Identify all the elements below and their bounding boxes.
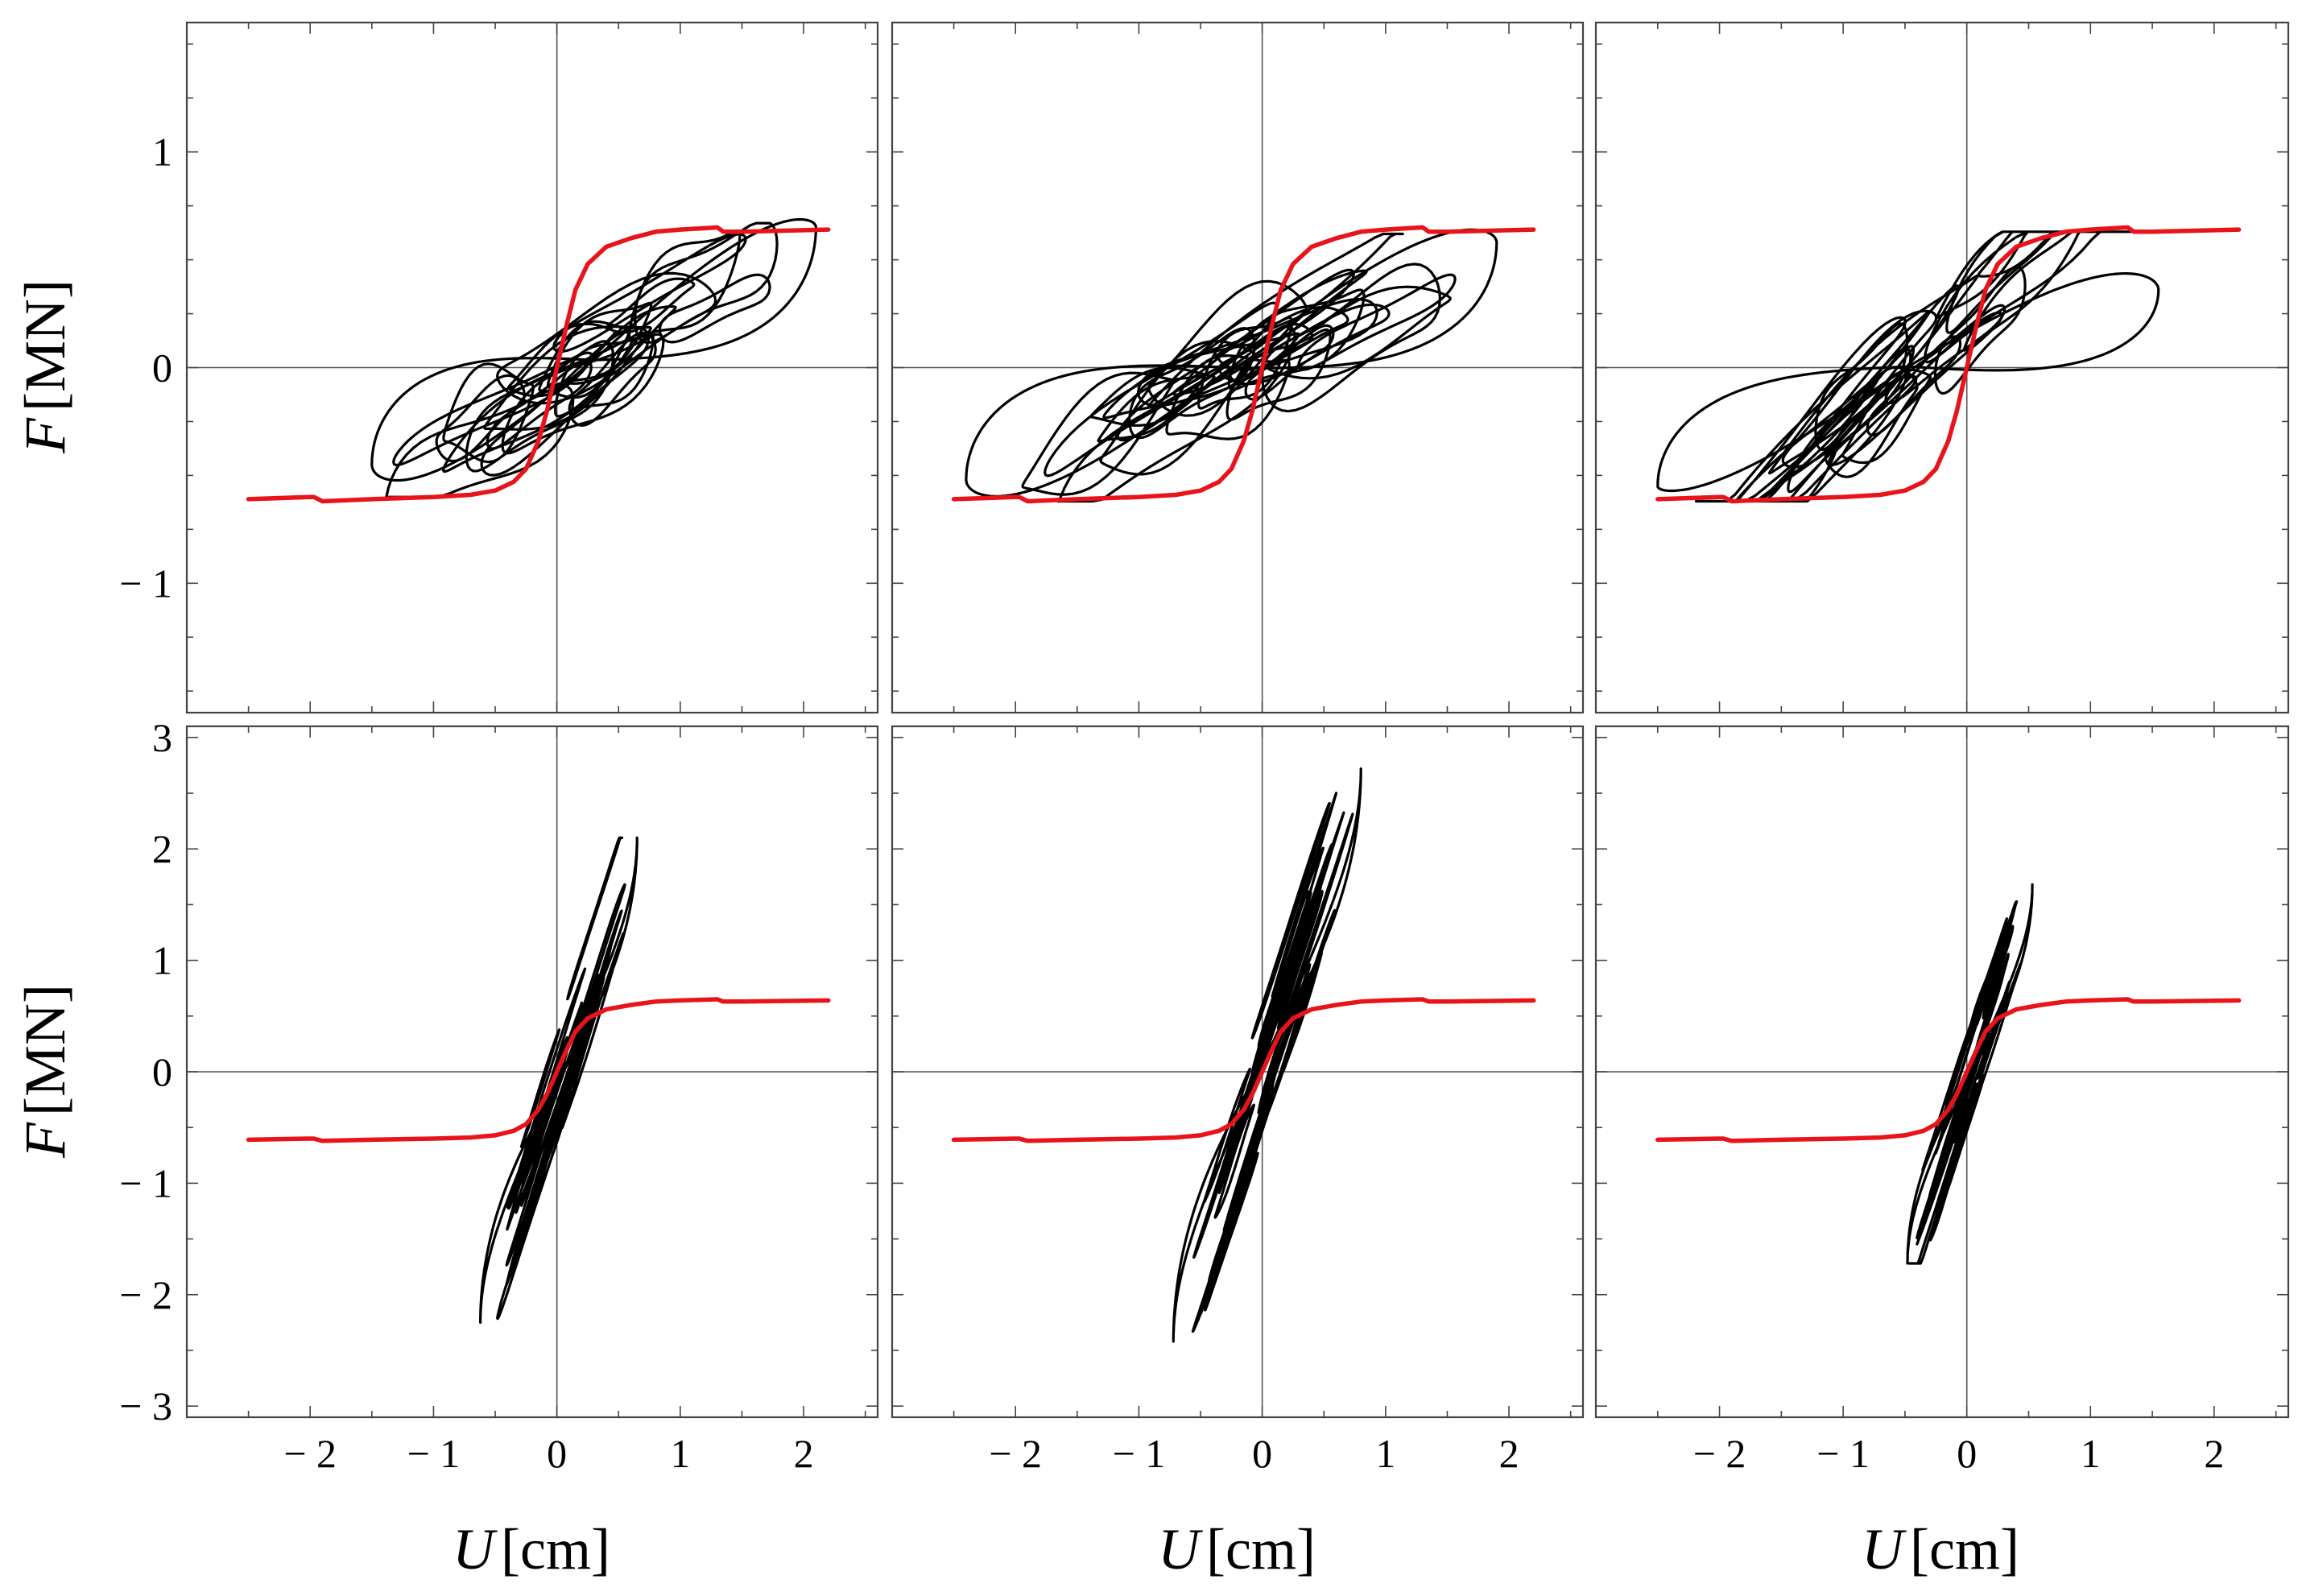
hysteresis-series: [1656, 230, 2160, 503]
x-axis-var: U: [1158, 1517, 1203, 1582]
x-tick-label: 0: [547, 1431, 567, 1476]
model-curve-series: [951, 997, 1536, 1143]
x-axis-label-col3: U [cm]: [1862, 1517, 2019, 1582]
x-tick-label: − 2: [1693, 1431, 1746, 1476]
y-tick-label: 1: [152, 130, 172, 175]
y-axis-var: F: [13, 1122, 77, 1159]
x-axis-unit: [cm]: [501, 1517, 610, 1582]
x-axis-var: U: [453, 1517, 498, 1582]
x-tick-label: 0: [1252, 1431, 1272, 1476]
hysteresis-series: [965, 228, 1498, 503]
x-tick-label: − 2: [283, 1431, 337, 1476]
model-curve-series: [246, 997, 831, 1143]
y-tick-label: 0: [152, 1049, 172, 1094]
y-axis-var: F: [13, 417, 77, 454]
y-tick-label: 2: [152, 826, 172, 871]
hysteresis-series: [1906, 883, 2034, 1265]
panel-r2c1: − 2 − 1 0 1 2 3 2 1 0 − 1 − 2 − 3: [119, 715, 879, 1476]
hysteresis-series: [1172, 767, 1362, 1343]
y-tick-label: − 1: [119, 560, 172, 606]
panel-frame: [185, 725, 879, 1419]
panel-r2c2: − 2 − 1 0 1 2: [891, 725, 1585, 1476]
y-axis-label-top: F [MN]: [13, 279, 77, 454]
panel-r1c2: [891, 21, 1585, 714]
y-tick-label: − 1: [119, 1160, 172, 1205]
y-axis-label-bottom: F [MN]: [13, 984, 77, 1159]
x-tick-label: − 2: [989, 1431, 1042, 1476]
y-tick-label: 1: [152, 938, 172, 983]
x-tick-label: − 1: [1816, 1431, 1870, 1476]
y-tick-label: − 3: [119, 1383, 172, 1429]
model-curve-series: [1655, 997, 2242, 1143]
y-axis-unit: [MN]: [13, 279, 77, 411]
x-tick-label: 2: [1499, 1431, 1519, 1476]
x-tick-label: 1: [2081, 1431, 2101, 1476]
x-axis-unit: [cm]: [1910, 1517, 2019, 1582]
hysteresis-series: [370, 217, 817, 498]
x-tick-label: − 1: [407, 1431, 461, 1476]
panel-frame: [1594, 725, 2290, 1419]
panel-r1c1: 1 0 − 1: [119, 21, 879, 714]
hysteresis-series: [479, 836, 639, 1324]
panel-r2c3: − 2 − 1 0 1 2: [1594, 725, 2290, 1476]
x-tick-label: − 1: [1113, 1431, 1166, 1476]
panel-r1c3: [1594, 21, 2290, 714]
y-tick-label: − 2: [119, 1272, 172, 1317]
panel-frame: [185, 21, 879, 714]
model-curve-series: [1655, 225, 2242, 504]
x-tick-label: 0: [1957, 1431, 1977, 1476]
x-tick-label: 2: [794, 1431, 814, 1476]
panel-frame: [1594, 21, 2290, 714]
x-axis-unit: [cm]: [1206, 1517, 1316, 1582]
model-curve-series: [246, 225, 831, 504]
x-axis-label-col2: U [cm]: [1158, 1517, 1316, 1582]
panel-frame: [891, 725, 1585, 1419]
x-tick-label: 1: [1375, 1431, 1395, 1476]
panel-frame: [891, 21, 1585, 714]
model-curve-series: [951, 225, 1536, 504]
y-axis-unit: [MN]: [13, 984, 77, 1116]
x-axis-var: U: [1862, 1517, 1907, 1582]
x-tick-label: 2: [2204, 1431, 2224, 1476]
x-axis-label-col1: U [cm]: [453, 1517, 610, 1582]
y-tick-label: 3: [152, 715, 172, 760]
y-tick-label: 0: [152, 345, 172, 391]
x-tick-label: 1: [670, 1431, 690, 1476]
